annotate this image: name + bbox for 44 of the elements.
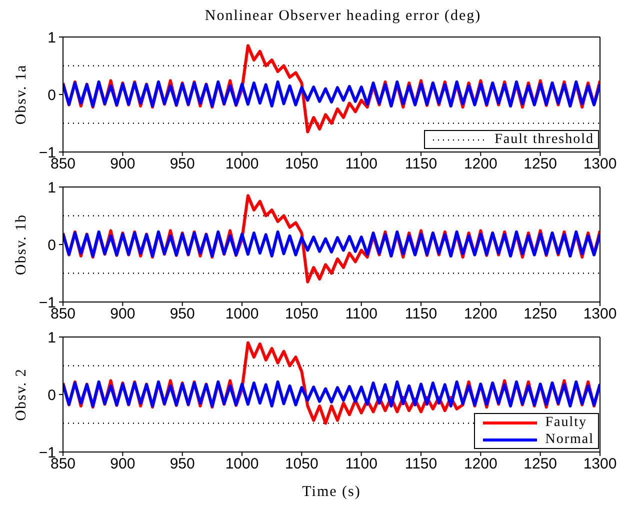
y-tick-label: 1 [48, 329, 56, 346]
legend-label: Faulty [545, 414, 588, 431]
x-tick-label: 1050 [284, 456, 318, 473]
x-tick-label: 1150 [404, 156, 438, 173]
y-axis-title: Obsv. 1a [13, 64, 30, 125]
y-tick-label: 0 [48, 86, 56, 104]
y-tick-label: 0 [48, 236, 56, 254]
x-tick-label: 1200 [464, 156, 498, 173]
x-tick-label: 1000 [225, 306, 259, 323]
y-axis-title: Obsv. 1b [13, 214, 30, 276]
x-tick-label: 1100 [345, 156, 378, 173]
x-tick-label: 1000 [225, 156, 259, 173]
x-tick-label: 1200 [464, 456, 498, 473]
chart-title: Nonlinear Observer heading error (deg) [204, 8, 482, 26]
x-tick-label: 950 [170, 306, 195, 323]
x-tick-label: 1300 [583, 456, 617, 473]
x-tick-label: 900 [110, 306, 136, 323]
legend-label: Fault threshold [494, 131, 594, 148]
x-tick-label: 1150 [404, 306, 438, 323]
x-tick-label: 1100 [345, 306, 378, 323]
x-tick-label: 1000 [225, 456, 259, 473]
x-tick-label: 1300 [583, 306, 617, 323]
line-series [63, 230, 600, 258]
x-tick-label: 1200 [464, 306, 498, 323]
x-tick-label: 900 [110, 156, 136, 173]
x-tick-label: 900 [110, 456, 136, 473]
legend-label: Normal [545, 431, 594, 448]
x-tick-label: 1250 [524, 456, 558, 473]
line-series [63, 80, 600, 108]
x-tick-label: 1250 [524, 156, 558, 173]
x-tick-label: 1300 [583, 156, 617, 173]
x-tick-label: 1250 [524, 306, 558, 323]
y-axis-title: Obsv. 2 [13, 368, 30, 421]
y-tick-label: 1 [48, 179, 56, 196]
x-tick-label: 1100 [345, 456, 378, 473]
x-tick-label: 950 [170, 456, 195, 473]
x-tick-label: 1050 [284, 306, 318, 323]
x-tick-label: 950 [170, 156, 195, 173]
y-tick-label: 0 [48, 386, 56, 404]
x-tick-label: 1150 [404, 456, 438, 473]
line-series [63, 380, 600, 408]
x-axis-title: Time (s) [302, 484, 361, 500]
y-tick-label: 1 [48, 29, 56, 46]
x-tick-label: 1050 [284, 156, 318, 173]
